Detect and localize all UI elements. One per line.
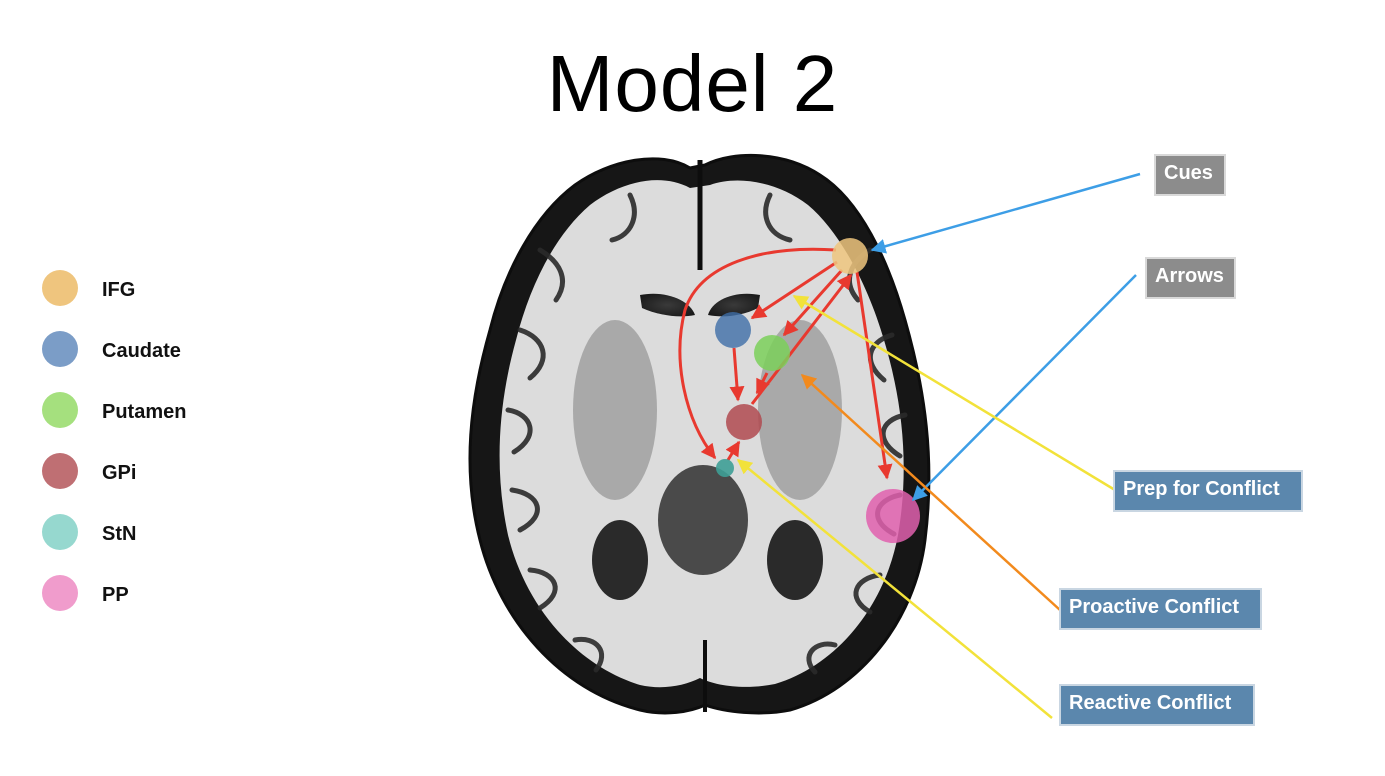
legend-swatch-putamen — [42, 392, 78, 428]
reactive-line — [736, 459, 1053, 719]
arrows-tag: Arrows — [1147, 259, 1234, 297]
proactive-conflict-tag: Proactive Conflict — [1061, 590, 1260, 628]
page-title: Model 2 — [546, 39, 839, 128]
left-basal-ganglia-region — [573, 320, 657, 500]
connection-ifg-to-caudate — [750, 260, 838, 320]
right-ventricle — [708, 293, 760, 317]
node-putamen — [754, 335, 790, 371]
input-lines — [736, 172, 1141, 719]
legend-label-caudate: Caudate — [102, 340, 181, 362]
legend-swatch-ifg — [42, 270, 78, 306]
node-stn — [716, 459, 734, 477]
legend-swatch-caudate — [42, 331, 78, 367]
legend-swatch-pp — [42, 575, 78, 611]
legend-label-gpi: GPi — [102, 462, 137, 484]
cues-line — [870, 172, 1141, 254]
left-occipital-horn — [592, 520, 648, 600]
connection-ifg-to-putamen — [782, 269, 844, 337]
legend-swatch-stn — [42, 514, 78, 550]
node-gpi — [726, 404, 762, 440]
midbrain — [658, 465, 748, 575]
legend-label-putamen: Putamen — [102, 401, 187, 423]
arrows-line — [911, 274, 1137, 502]
legend-label-stn: StN — [102, 523, 137, 545]
cues-tag: Cues — [1156, 156, 1224, 194]
left-ventricle — [640, 293, 695, 317]
legend-swatch-gpi — [42, 453, 78, 489]
prep-for-conflict-tag: Prep for Conflict — [1115, 472, 1301, 510]
connection-caudate-to-gpi — [729, 347, 745, 402]
right-occipital-horn — [767, 520, 823, 600]
node-caudate — [715, 312, 751, 348]
legend-label-pp: PP — [102, 584, 129, 606]
legend-label-ifg: IFG — [102, 279, 136, 301]
node-ifg — [832, 238, 868, 274]
connection-putamen-to-gpi — [755, 372, 770, 395]
prep-line — [792, 294, 1116, 492]
connection-stn-to-gpi — [725, 440, 741, 461]
connection-ifg-to-stn — [678, 247, 837, 460]
connection-ifg-to-pp — [855, 271, 893, 480]
proactive-line — [800, 373, 1061, 611]
node-pp — [866, 489, 920, 543]
reactive-conflict-tag: Reactive Conflict — [1061, 686, 1253, 724]
region-nodes — [715, 238, 920, 543]
region-connections — [678, 247, 893, 480]
